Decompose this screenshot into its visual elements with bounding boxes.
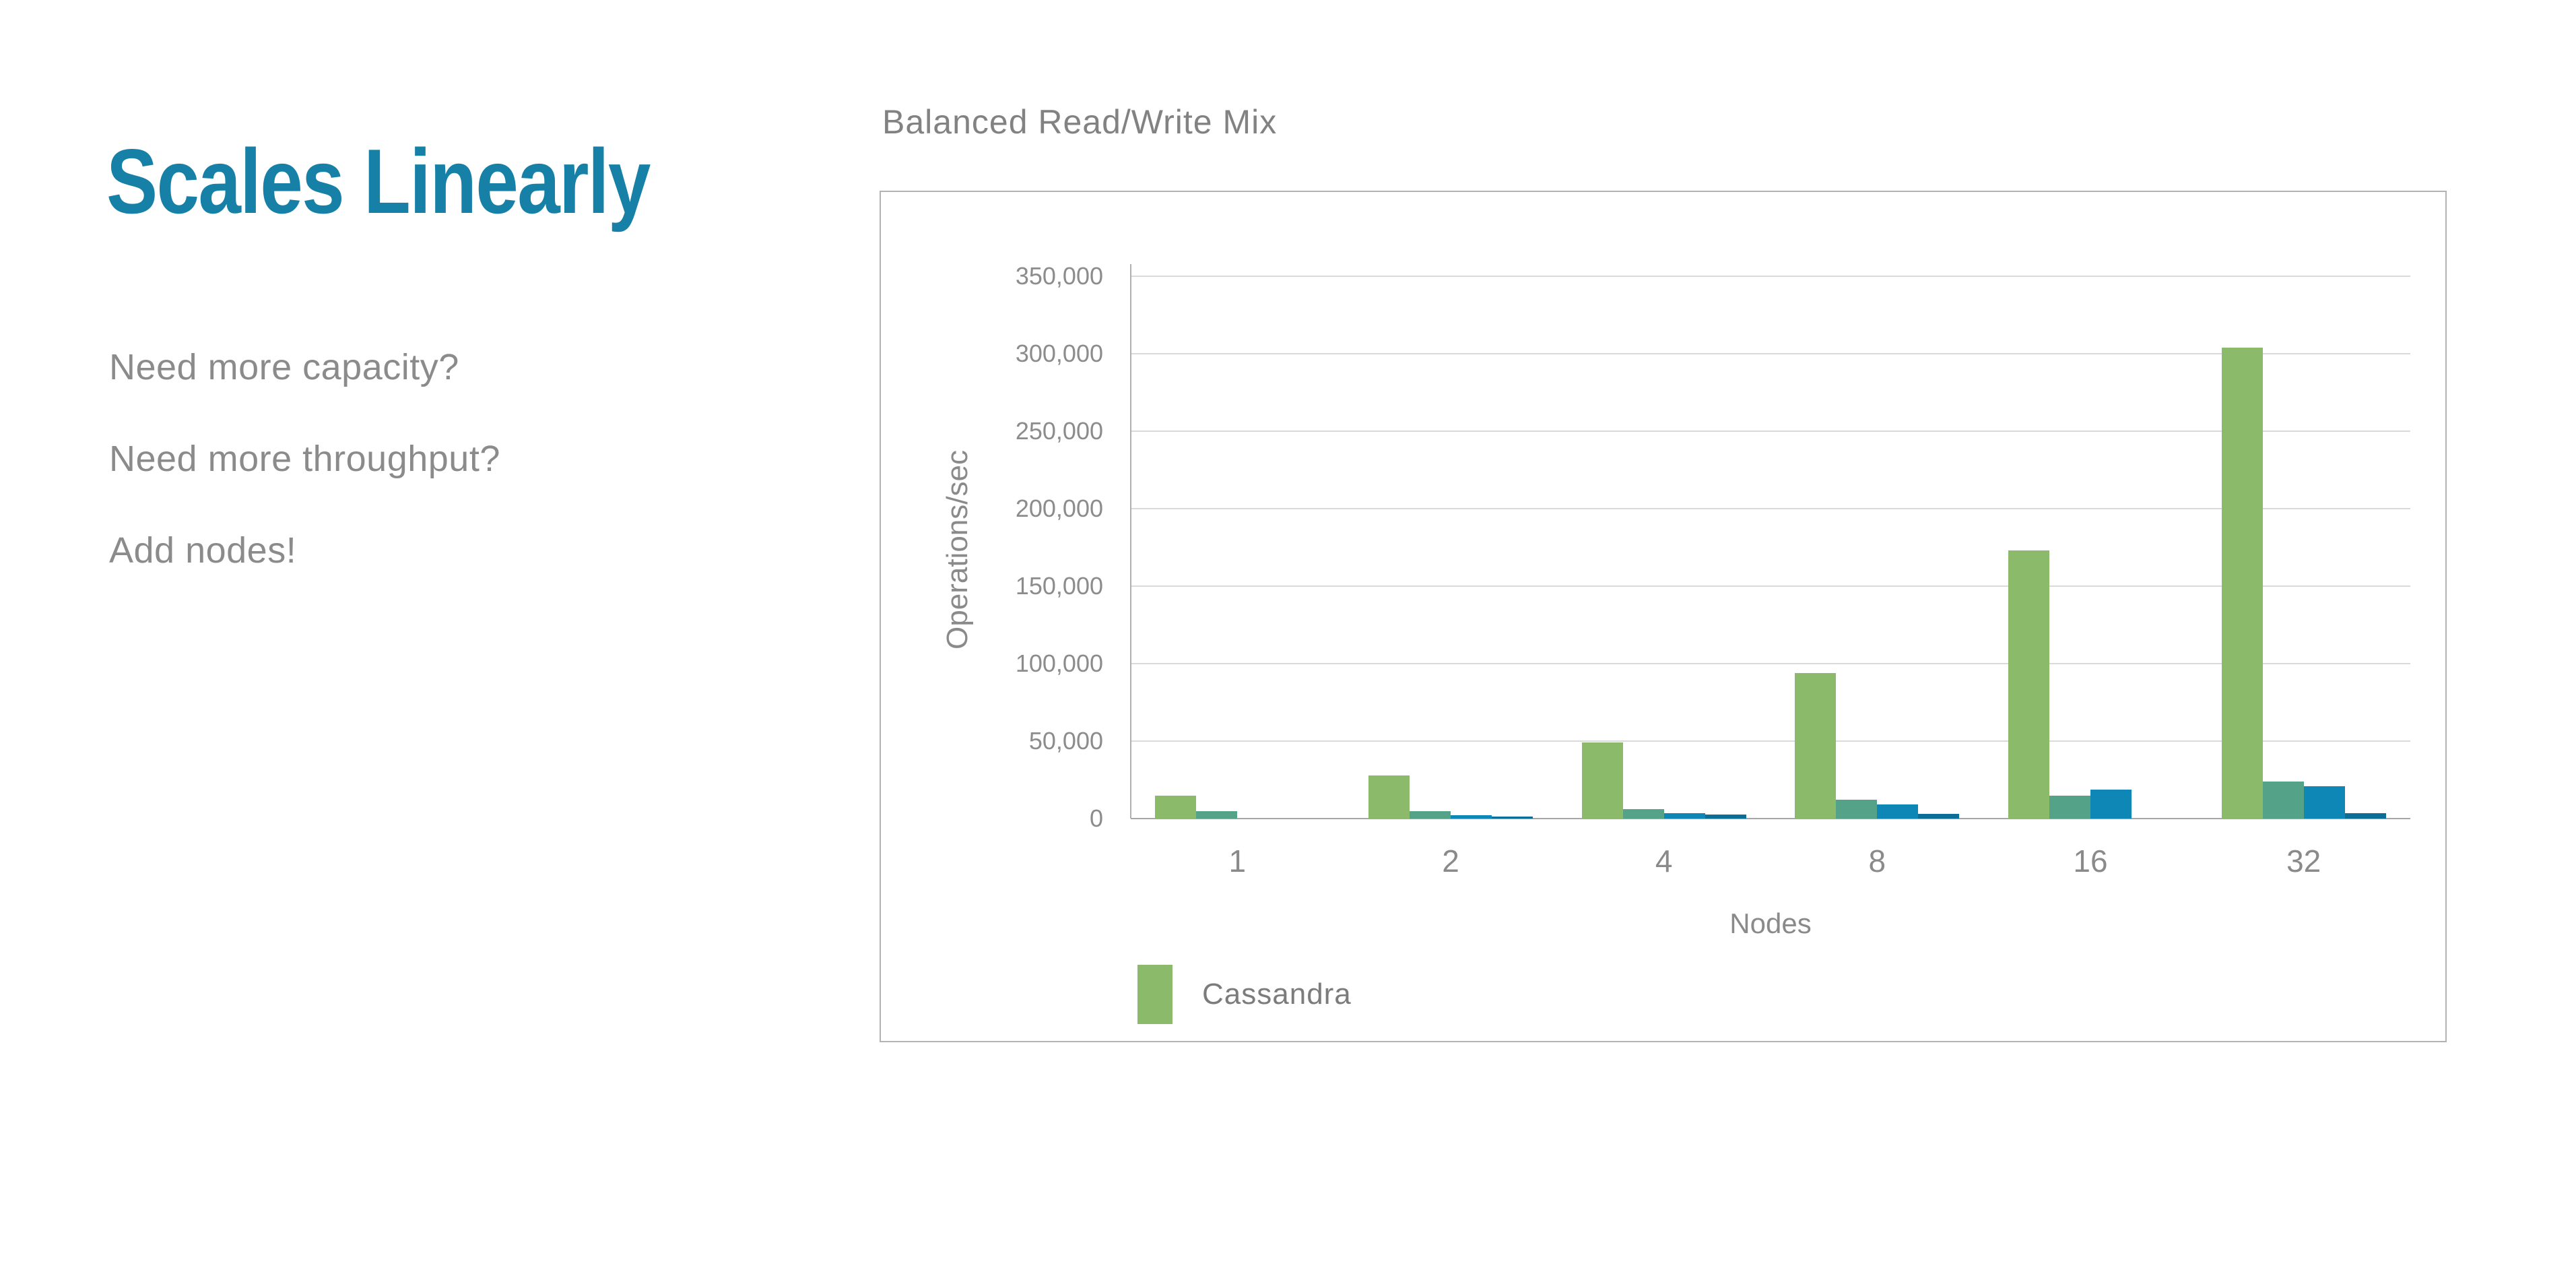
chart-legend: Cassandra [1137, 965, 1352, 1024]
bar-series4-nodes-8 [1918, 814, 1960, 819]
y-tick-label-100000: 100,000 [1015, 649, 1103, 677]
slide-title: Scales Linearly [106, 130, 651, 233]
gridline-150000 [1131, 585, 2410, 587]
y-tick-label-300000: 300,000 [1015, 340, 1103, 367]
bar-series3-nodes-8 [1877, 804, 1919, 819]
bar-Cassandra-nodes-4 [1581, 742, 1623, 819]
x-axis-title: Nodes [1729, 908, 1812, 939]
y-tick-label-250000: 250,000 [1015, 417, 1103, 445]
y-axis-line [1130, 264, 1131, 819]
y-tick-label-200000: 200,000 [1015, 495, 1103, 522]
bar-series2-nodes-4 [1622, 809, 1664, 819]
x-tick-label-1: 1 [1228, 844, 1247, 879]
y-tick-label-0: 0 [1089, 804, 1103, 832]
bullet-capacity: Need more capacity? [109, 347, 459, 387]
bullet-add-nodes: Add nodes! [109, 530, 297, 571]
bar-Cassandra-nodes-8 [1795, 672, 1837, 819]
gridline-300000 [1131, 353, 2410, 354]
x-tick-label-2: 2 [1442, 844, 1459, 879]
bar-series2-nodes-32 [2262, 781, 2304, 819]
gridline-50000 [1131, 740, 2410, 742]
y-tick-label-50000: 50,000 [1028, 727, 1103, 755]
bar-series2-nodes-2 [1410, 810, 1451, 819]
bar-series4-nodes-2 [1492, 816, 1533, 819]
gridline-200000 [1131, 508, 2410, 509]
bar-Cassandra-nodes-16 [2008, 550, 2049, 819]
legend-label-cassandra: Cassandra [1202, 978, 1352, 1011]
gridline-350000 [1131, 276, 2410, 277]
legend-swatch-cassandra [1137, 965, 1173, 1024]
x-tick-label-32: 32 [2286, 844, 2321, 879]
bar-series3-nodes-32 [2303, 786, 2345, 819]
gridline-250000 [1131, 431, 2410, 432]
bar-series3-nodes-16 [2090, 790, 2132, 819]
x-tick-label-8: 8 [1868, 844, 1886, 879]
bar-series3-nodes-2 [1451, 815, 1492, 819]
bar-Cassandra-nodes-2 [1368, 775, 1410, 819]
gridline-0 [1131, 818, 2410, 819]
x-tick-label-4: 4 [1655, 844, 1673, 879]
bar-Cassandra-nodes-32 [2221, 347, 2263, 819]
bullet-throughput: Need more throughput? [109, 439, 500, 479]
chart-title: Balanced Read/Write Mix [882, 103, 1278, 141]
bar-series3-nodes-4 [1663, 813, 1705, 819]
bar-series4-nodes-32 [2344, 813, 2386, 819]
bar-series2-nodes-8 [1836, 800, 1878, 819]
y-axis-title: Operations/sec [941, 449, 974, 649]
bar-series4-nodes-4 [1705, 815, 1746, 819]
y-tick-label-150000: 150,000 [1015, 572, 1103, 600]
bar-Cassandra-nodes-1 [1155, 795, 1197, 819]
x-tick-label-16: 16 [2073, 844, 2108, 879]
gridline-100000 [1131, 663, 2410, 664]
bar-series2-nodes-1 [1196, 810, 1238, 819]
chart-card: Operations/sec Nodes Cassandra 0 50,000 10… [880, 191, 2447, 1042]
bar-series2-nodes-16 [2049, 795, 2090, 819]
y-tick-label-350000: 350,000 [1015, 262, 1103, 290]
